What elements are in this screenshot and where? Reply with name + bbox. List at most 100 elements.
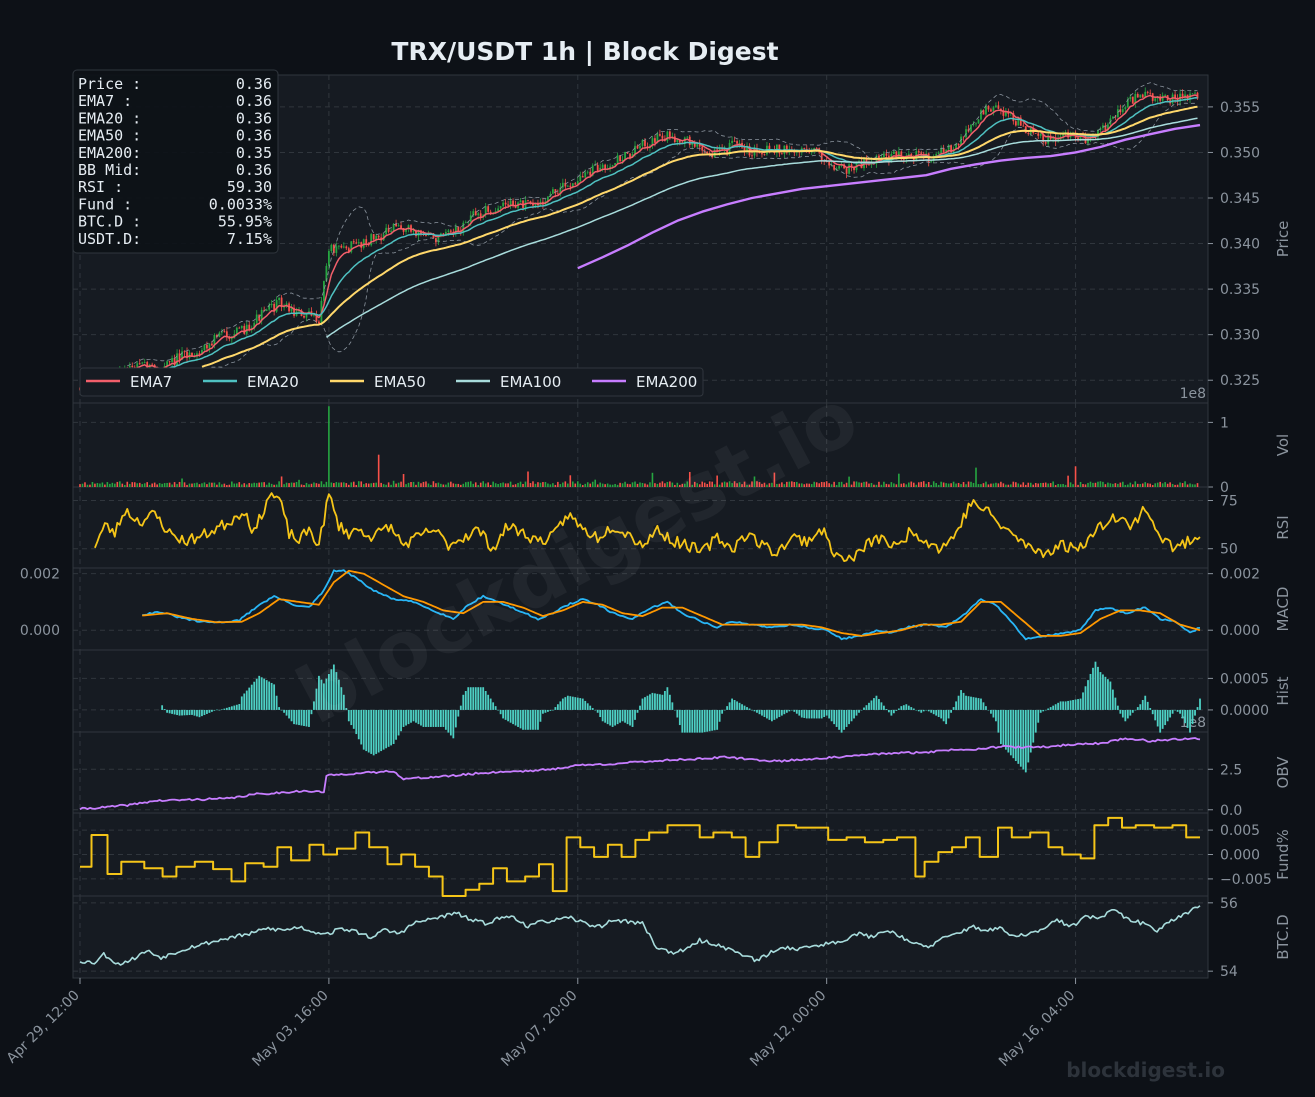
- volume-bar: [641, 482, 644, 487]
- volume-bar: [1189, 483, 1191, 487]
- histogram-bar: [380, 709, 383, 752]
- volume-bar: [1109, 483, 1112, 487]
- candle-body: [268, 305, 271, 310]
- histogram-bar: [606, 709, 609, 725]
- volume-bar: [447, 482, 450, 487]
- candle-body: [362, 239, 365, 248]
- volume-bar: [606, 483, 609, 487]
- candle-body: [305, 313, 308, 318]
- histogram-bar: [253, 681, 256, 710]
- volume-bar: [1024, 484, 1027, 487]
- candle-body: [691, 142, 694, 146]
- volume-bar: [183, 482, 186, 487]
- candle-body: [547, 196, 549, 202]
- volume-bar: [308, 484, 310, 487]
- series-btcd-line: [79, 905, 1201, 966]
- histogram-bar: [1042, 709, 1045, 712]
- volume-bar: [1005, 484, 1007, 487]
- histogram-bar: [1097, 666, 1099, 710]
- histogram-bar: [1027, 709, 1030, 763]
- histogram-bar: [688, 709, 691, 733]
- candle-body: [143, 362, 146, 363]
- candle-body: [982, 110, 985, 115]
- candle-body: [1097, 129, 1099, 138]
- histogram-bar: [1009, 709, 1012, 756]
- candle-body: [1039, 133, 1042, 136]
- panel-rsi-tick-label-0: 50: [1220, 542, 1238, 558]
- histogram-bar: [925, 709, 928, 711]
- candle-body: [225, 331, 228, 338]
- candle-body: [641, 140, 644, 146]
- legend-label-ema7: EMA7: [130, 373, 172, 391]
- histogram-bar: [400, 709, 402, 732]
- histogram-bar: [1126, 709, 1129, 719]
- volume-bar: [796, 481, 798, 487]
- histogram-bar: [270, 682, 273, 710]
- histogram-bar: [1102, 674, 1104, 710]
- candle-body: [215, 334, 218, 338]
- info-value-4: 0.35: [236, 144, 272, 162]
- panel-price-tick-label-0: 0.325: [1220, 373, 1260, 389]
- histogram-bar: [619, 709, 621, 723]
- volume-bar: [158, 483, 161, 487]
- volume-bar: [1102, 481, 1104, 487]
- candle-body: [1004, 111, 1007, 116]
- histogram-bar: [798, 709, 801, 716]
- histogram-bar: [641, 698, 644, 710]
- volume-bar: [614, 483, 616, 487]
- histogram-bar: [885, 708, 888, 710]
- histogram-bar: [305, 709, 308, 727]
- histogram-bar: [803, 709, 806, 718]
- candle-body: [198, 353, 201, 355]
- volume-bar: [1074, 466, 1077, 487]
- candle-body: [477, 213, 480, 216]
- histogram-bar: [1186, 709, 1189, 728]
- histogram-bar: [883, 705, 885, 710]
- histogram-bar: [833, 709, 836, 725]
- histogram-bar: [698, 709, 701, 733]
- volume-bar: [477, 485, 480, 487]
- histogram-bar: [402, 709, 405, 727]
- volume-bar: [1124, 484, 1127, 487]
- volume-bar: [855, 481, 858, 487]
- histogram-bar: [472, 687, 475, 710]
- volume-bar: [494, 483, 497, 487]
- candle-body: [1139, 94, 1142, 98]
- volume-bar: [912, 482, 915, 487]
- histogram-bar: [1161, 709, 1164, 729]
- candle-body: [940, 148, 943, 153]
- histogram-bar: [390, 709, 393, 746]
- histogram-bar: [634, 709, 636, 720]
- histogram-bar: [1191, 709, 1194, 725]
- candle-body: [820, 152, 823, 161]
- candle-body: [1131, 96, 1134, 104]
- histogram-bar: [522, 709, 524, 730]
- volume-bar: [360, 481, 363, 487]
- histogram-bar: [990, 709, 992, 714]
- volume-bar: [910, 481, 913, 487]
- histogram-bar: [447, 709, 450, 733]
- candle-body: [574, 183, 577, 185]
- volume-bar: [1082, 484, 1084, 487]
- panel-vol-frame: [72, 402, 1209, 488]
- histogram-bar: [437, 709, 440, 727]
- panel-macd-left-tick-label-0: 0.000: [20, 623, 60, 639]
- volume-bar: [639, 482, 641, 487]
- candle-body: [387, 227, 390, 232]
- volume-bar: [474, 482, 477, 487]
- panel-price-tick-label-2: 0.335: [1220, 282, 1260, 298]
- histogram-bar: [815, 709, 818, 719]
- volume-bar: [666, 481, 669, 487]
- histogram-bar: [726, 706, 729, 710]
- candle-body: [731, 140, 733, 143]
- histogram-bar: [761, 709, 763, 716]
- candle-body: [900, 151, 903, 160]
- histogram-bar: [1084, 686, 1087, 710]
- volume-bar: [1012, 481, 1015, 487]
- volume-bar: [1112, 483, 1114, 487]
- volume-bar: [124, 484, 126, 487]
- candle-body: [696, 143, 699, 147]
- volume-bar: [151, 483, 153, 487]
- info-box-frame: [72, 69, 279, 254]
- volume-bar: [502, 482, 504, 487]
